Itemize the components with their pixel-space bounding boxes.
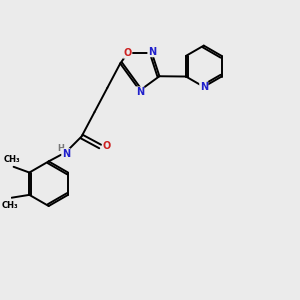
Text: H: H — [57, 144, 64, 153]
Text: N: N — [200, 82, 208, 92]
Text: CH₃: CH₃ — [2, 201, 19, 210]
Text: O: O — [102, 142, 111, 152]
Text: O: O — [124, 48, 132, 58]
Text: N: N — [136, 87, 144, 97]
Text: N: N — [148, 47, 156, 57]
Text: CH₃: CH₃ — [4, 155, 20, 164]
Text: N: N — [62, 148, 70, 159]
